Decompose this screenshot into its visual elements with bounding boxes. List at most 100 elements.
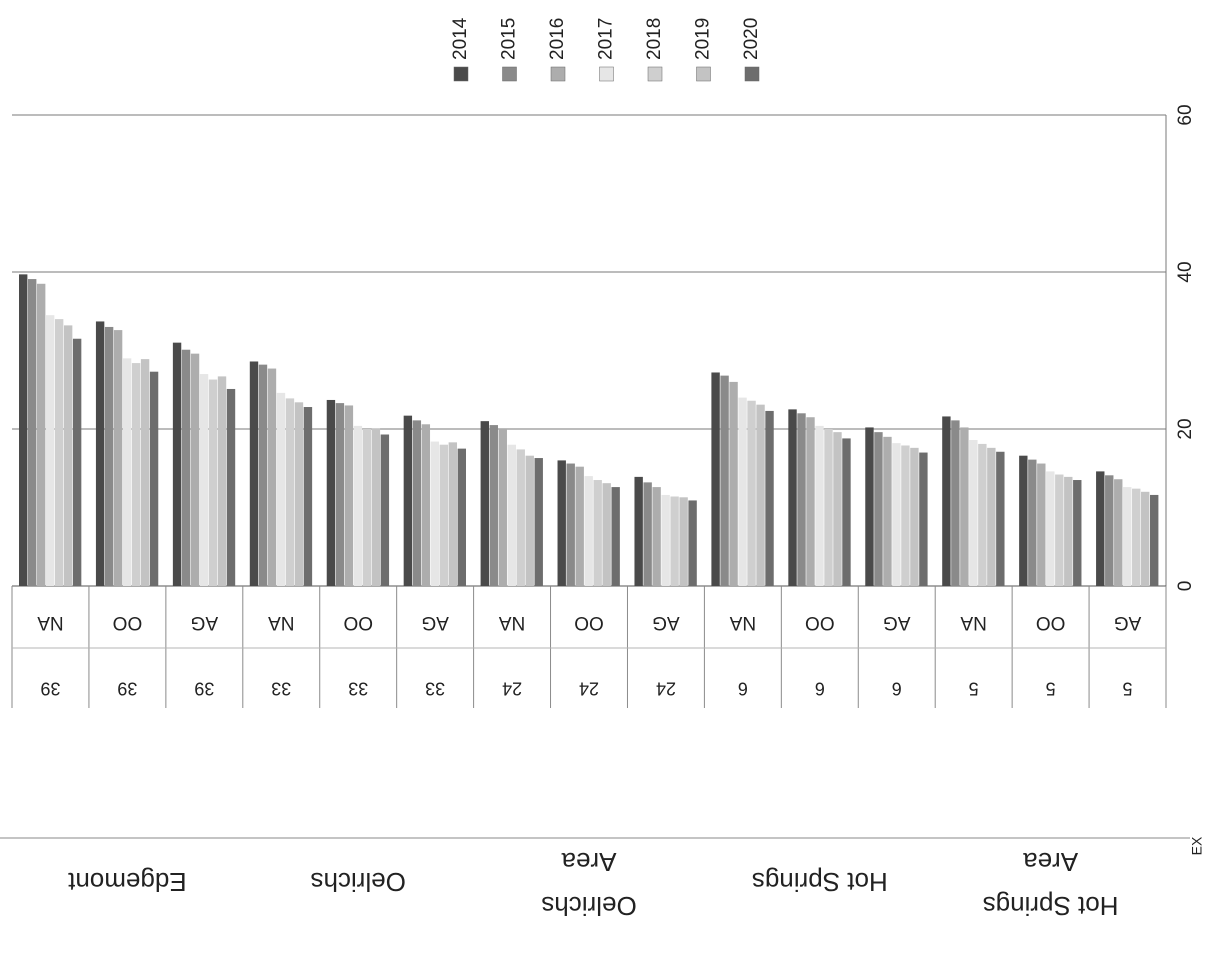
category-code-label: NA: [499, 612, 526, 633]
category-value-label: 6: [815, 678, 825, 698]
bar-2014-AG-6: [865, 427, 874, 586]
category-code-label: OO: [343, 612, 373, 633]
bar-2019-OO-6: [833, 432, 842, 586]
bar-2017-AG-24: [661, 494, 670, 586]
bar-2014-NA-6: [711, 372, 720, 586]
category-value-label: 5: [1046, 678, 1056, 698]
bar-2017-OO-39: [122, 358, 132, 586]
bar-2018-AG-6: [901, 445, 910, 586]
bar-2017-AG-33: [430, 441, 440, 586]
bar-2015-AG-24: [643, 482, 652, 586]
bar-2016-AG-33: [421, 424, 431, 586]
bar-2016-AG-5: [1114, 479, 1123, 586]
bar-2015-AG-33: [412, 420, 422, 586]
category-code-label: AG: [652, 612, 679, 633]
group-label: Oelrichs: [311, 867, 406, 897]
bar-2016-AG-6: [883, 436, 892, 586]
bar-2019-OO-39: [140, 359, 150, 586]
bar-2019-OO-24: [602, 483, 611, 586]
bar-2019-AG-5: [1141, 491, 1150, 586]
bar-2019-AG-24: [679, 497, 688, 586]
category-value-label: 6: [738, 678, 748, 698]
bar-2017-NA-6: [738, 397, 747, 586]
bar-2018-AG-33: [439, 444, 449, 586]
bar-2014-NA-39: [19, 274, 28, 586]
category-value-label: 5: [1123, 678, 1133, 698]
bar-2015-AG-39: [181, 349, 191, 586]
bar-2014-AG-5: [1096, 471, 1105, 586]
bar-2014-AG-39: [172, 342, 182, 586]
bar-2020-AG-39: [226, 388, 236, 586]
bar-2018-AG-39: [208, 379, 218, 586]
category-value-label: 39: [40, 678, 60, 698]
bar-2017-NA-39: [45, 315, 55, 586]
bar-2020-AG-5: [1150, 494, 1159, 586]
bar-2018-OO-6: [824, 429, 833, 586]
category-value-label: 24: [656, 678, 676, 698]
bar-2014-OO-24: [557, 460, 566, 586]
bar-2018-OO-5: [1055, 474, 1064, 586]
bar-2018-NA-24: [516, 449, 525, 586]
group-label: Edgemont: [67, 867, 186, 897]
bar-2016-NA-6: [729, 381, 738, 586]
bar-2014-AG-33: [403, 415, 413, 586]
group-label: Hot Springs: [752, 867, 888, 897]
group-label: Area: [1023, 847, 1078, 877]
category-value-label: 33: [425, 678, 445, 698]
bar-2015-OO-24: [566, 463, 575, 586]
legend-label-2017: 2017: [596, 18, 617, 60]
bar-2017-NA-5: [969, 439, 978, 586]
bar-2019-NA-39: [63, 325, 73, 586]
bar-2019-AG-6: [910, 447, 919, 586]
bar-2017-OO-24: [584, 476, 593, 586]
bar-2014-AG-24: [634, 476, 643, 586]
bar-2014-OO-39: [95, 321, 105, 586]
legend-swatch-2016: [550, 66, 566, 82]
bar-2016-NA-39: [36, 283, 46, 586]
legend-label-2016: 2016: [547, 18, 568, 60]
bar-2016-OO-24: [575, 466, 584, 586]
bar-2020-AG-6: [919, 452, 928, 586]
bar-2020-OO-24: [611, 487, 620, 586]
bar-2014-NA-5: [942, 416, 951, 586]
bar-2019-NA-5: [987, 447, 996, 586]
bar-2016-AG-24: [652, 487, 661, 586]
legend-label-2020: 2020: [741, 18, 762, 60]
bar-2018-NA-6: [747, 400, 756, 586]
legend-label-2019: 2019: [693, 18, 714, 60]
bar-2017-AG-39: [199, 374, 209, 586]
category-code-label: OO: [805, 612, 835, 633]
category-code-label: OO: [574, 612, 604, 633]
bar-2018-OO-33: [362, 429, 372, 586]
bar-2017-NA-33: [276, 392, 286, 586]
bar-2015-OO-39: [104, 326, 114, 586]
bar-2014-OO-6: [788, 409, 797, 587]
legend-label-2014: 2014: [450, 17, 471, 60]
bar-2020-NA-24: [534, 458, 543, 586]
category-value-label: 33: [348, 678, 368, 698]
category-code-label: NA: [268, 612, 295, 633]
bar-2017-OO-33: [353, 425, 363, 586]
group-label: Hot Springs: [983, 891, 1119, 921]
category-value-label: 5: [969, 678, 979, 698]
legend-swatch-2014: [453, 66, 469, 82]
bar-2014-OO-5: [1019, 455, 1028, 586]
y-tick-label: 20: [1175, 418, 1196, 439]
bar-2018-NA-5: [978, 443, 987, 586]
bar-2016-OO-6: [806, 417, 815, 587]
bar-2017-NA-24: [507, 444, 516, 586]
bar-2015-NA-24: [489, 425, 498, 586]
bar-2020-OO-39: [149, 371, 159, 586]
bar-2019-NA-24: [525, 455, 534, 586]
bar-2017-AG-6: [892, 443, 901, 586]
category-code-label: OO: [113, 612, 143, 633]
bar-2014-NA-33: [249, 361, 259, 586]
bar-2016-NA-5: [960, 427, 969, 586]
bar-2018-AG-24: [670, 496, 679, 586]
corner-mark: EX: [1189, 836, 1205, 855]
bar-2017-AG-5: [1123, 487, 1132, 586]
bar-2015-NA-39: [27, 279, 37, 586]
y-tick-label: 60: [1175, 104, 1196, 125]
